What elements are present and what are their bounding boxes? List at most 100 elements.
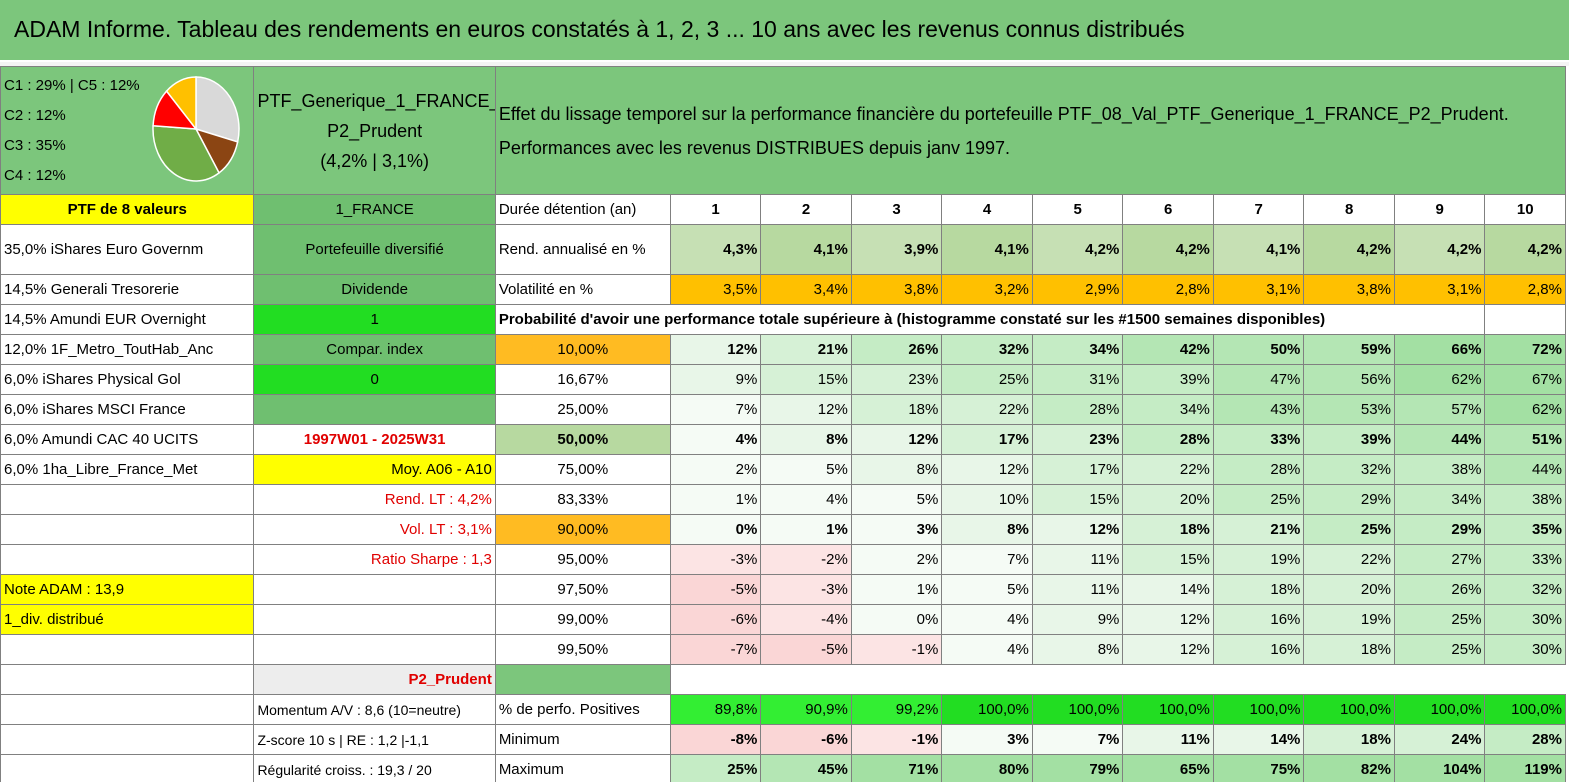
table-row: 6,0% iShares Physical Gol 0 16,67% 9% 15% 23%…	[0, 364, 1566, 395]
table-row: Vol. LT : 3,1% 90,00% 0% 1% 3% 8% 12% 18% 21% 25%…	[0, 514, 1566, 545]
table-row: 6,0% Amundi CAC 40 UCITS 1997W01 - 2025W3…	[0, 424, 1566, 455]
rend-value: 4,1%	[1212, 224, 1305, 275]
allocation-line: C4 : 12%	[4, 167, 66, 184]
probability-value: 21%	[1212, 514, 1305, 545]
positive-value: 100,0%	[1303, 694, 1395, 725]
positive-value: 100,0%	[941, 694, 1033, 725]
holding-item: 6,0% iShares MSCI France	[0, 394, 255, 425]
probability-value: 34%	[1122, 394, 1214, 425]
positive-value: 90,9%	[760, 694, 852, 725]
rend-value: 4,2%	[1031, 224, 1124, 275]
table-row: 6,0% 1ha_Libre_France_Met Moy. A06 - A10 7…	[0, 454, 1566, 485]
portfolio-name-line1: PTF_Generique_1_FRANCE_	[257, 90, 496, 111]
quantile-label: 75,00%	[494, 454, 671, 485]
probability-value: 1%	[669, 484, 762, 515]
probability-value: 7%	[669, 394, 762, 425]
probability-value: 11%	[1031, 544, 1124, 575]
table-row: Régularité croiss. : 19,3 / 20 Maximum 25%…	[0, 754, 1566, 782]
pie-slice-c3	[152, 124, 221, 182]
probability-value: 19%	[1212, 544, 1305, 575]
probability-value: 22%	[1122, 454, 1214, 485]
empty-cell	[669, 664, 1566, 695]
probability-value: 29%	[1303, 484, 1395, 515]
flag-one: 1	[253, 304, 496, 335]
probability-value: 22%	[941, 394, 1033, 425]
positive-value: 100,0%	[1393, 694, 1486, 725]
maximum-value: 45%	[760, 754, 852, 782]
minimum-value: 18%	[1303, 724, 1395, 755]
diversified-label: Portefeuille diversifié	[253, 224, 496, 275]
compar-index-label: Compar. index	[253, 334, 496, 365]
empty-cell	[0, 694, 255, 725]
table-row: Ratio Sharpe : 1,3 95,00% -3% -2% 2% 7% 11% 15%…	[0, 544, 1566, 575]
table-row: 99,50% -7% -5% -1% 4% 8% 12% 16% 18% 25% 30%	[0, 634, 1566, 665]
probability-value: 25%	[941, 364, 1033, 395]
quantile-label: 25,00%	[494, 394, 671, 425]
probability-value: 25%	[1393, 634, 1486, 665]
probability-value: 44%	[1484, 454, 1566, 485]
vol-value: 3,1%	[1212, 274, 1305, 305]
vol-value: 3,5%	[669, 274, 762, 305]
probability-value: 62%	[1393, 364, 1486, 395]
market-header: 1_FRANCE	[253, 194, 496, 225]
year-header: 8	[1303, 194, 1395, 225]
empty-cell	[0, 484, 255, 515]
probability-value: 47%	[1212, 364, 1305, 395]
probability-value: 20%	[1303, 574, 1395, 605]
table-row: Momentum A/V : 8,6 (10=neutre)% de perfo…	[0, 694, 1566, 725]
table-row: 6,0% iShares MSCI France 25,00% 7% 12% 18% 22…	[0, 394, 1566, 425]
probability-value: 34%	[1393, 484, 1486, 515]
probability-label: Probabilité d'avoir une performance tota…	[494, 304, 1486, 335]
probability-value: -5%	[669, 574, 762, 605]
table-row: 14,5% Amundi EUR Overnight 1 Probabilité d…	[0, 304, 1566, 335]
maximum-value: 79%	[1031, 754, 1124, 782]
year-header: 6	[1122, 194, 1214, 225]
probability-value: 56%	[1303, 364, 1395, 395]
probability-value: -7%	[669, 634, 762, 665]
minimum-value: -8%	[669, 724, 762, 755]
probability-value: 38%	[1393, 454, 1486, 485]
probability-value: 4%	[760, 484, 852, 515]
rend-value: 4,1%	[760, 224, 852, 275]
positive-value: 99,2%	[850, 694, 943, 725]
probability-value: 21%	[760, 334, 852, 365]
minimum-value: 3%	[941, 724, 1033, 755]
average-label: Moy. A06 - A10	[253, 454, 496, 485]
probability-value: 32%	[1484, 574, 1566, 605]
probability-value: 23%	[850, 364, 943, 395]
empty-cell	[0, 544, 255, 575]
rend-label: Rend. annualisé en %	[494, 224, 671, 275]
table-row: P2_Prudent	[0, 664, 1566, 695]
probability-value: 18%	[1303, 634, 1395, 665]
probability-value: -5%	[760, 634, 852, 665]
quantile-label: 97,50%	[494, 574, 671, 605]
probability-value: -1%	[850, 634, 943, 665]
probability-value: -3%	[669, 544, 762, 575]
portfolio-name-cell: PTF_Generique_1_FRANCE_ P2_Prudent (4,2%…	[253, 66, 496, 195]
probability-value: 30%	[1484, 604, 1566, 635]
regularity-label: Régularité croiss. : 19,3 / 20	[253, 754, 496, 782]
empty-cell	[253, 604, 496, 635]
year-header: 1	[669, 194, 762, 225]
probability-value: 16%	[1212, 604, 1305, 635]
flag-zero: 0	[253, 364, 496, 395]
vol-value: 3,8%	[1303, 274, 1395, 305]
quantile-label: 99,00%	[494, 604, 671, 635]
vol-value: 2,8%	[1484, 274, 1566, 305]
probability-value: 33%	[1484, 544, 1566, 575]
probability-value: 5%	[850, 484, 943, 515]
probability-value: 30%	[1484, 634, 1566, 665]
year-header: 5	[1031, 194, 1124, 225]
probability-value: 33%	[1212, 424, 1305, 455]
vol-value: 2,9%	[1031, 274, 1124, 305]
probability-value: 32%	[1303, 454, 1395, 485]
holding-item: 14,5% Generali Tresorerie	[0, 274, 255, 305]
rend-value: 4,3%	[669, 224, 762, 275]
probability-value: 28%	[1031, 394, 1124, 425]
vol-lt-label: Vol. LT : 3,1%	[253, 514, 496, 545]
minimum-value: 11%	[1122, 724, 1214, 755]
empty-cell	[1484, 304, 1566, 335]
probability-value: 0%	[669, 514, 762, 545]
probability-value: 2%	[850, 544, 943, 575]
rend-value: 4,1%	[941, 224, 1033, 275]
